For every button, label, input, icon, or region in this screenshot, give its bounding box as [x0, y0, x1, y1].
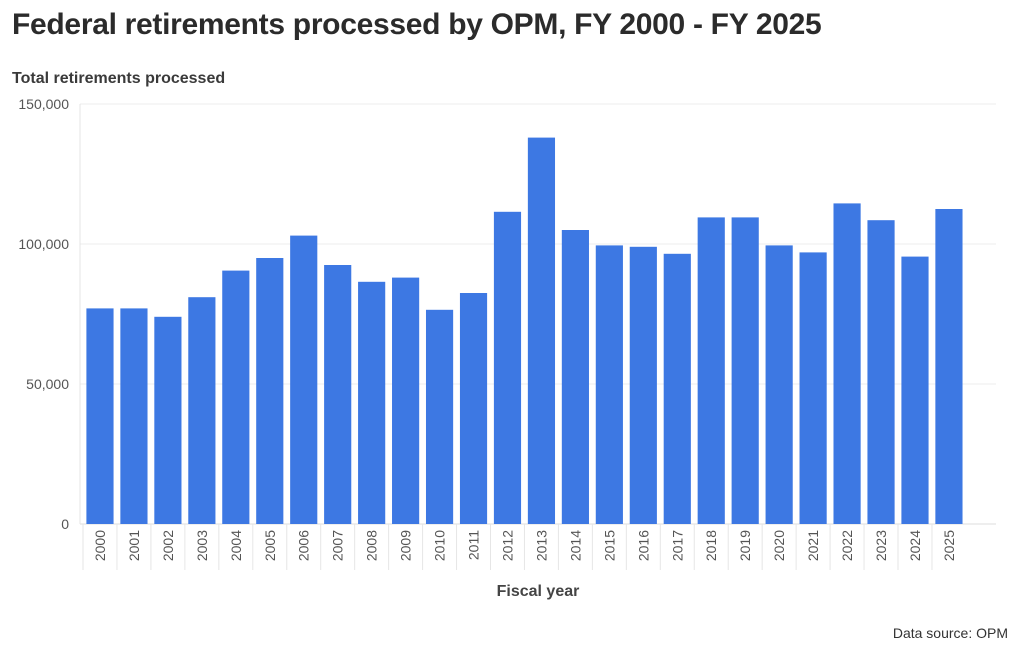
x-tick-label: 2014 — [567, 530, 583, 561]
bar[interactable] — [697, 217, 725, 524]
bar[interactable] — [493, 211, 522, 525]
x-tick-label: 2003 — [194, 530, 210, 561]
bar[interactable] — [799, 252, 827, 524]
bar[interactable] — [833, 203, 861, 524]
x-tick-label: 2002 — [160, 530, 176, 561]
bar[interactable] — [358, 281, 386, 524]
bar[interactable] — [901, 256, 929, 524]
bar[interactable] — [867, 220, 895, 524]
x-tick-label: 2008 — [364, 530, 380, 561]
bar[interactable] — [663, 253, 691, 525]
bar[interactable] — [425, 309, 454, 524]
y-tick-label: 50,000 — [26, 376, 69, 392]
x-tick-label: 2001 — [126, 530, 142, 561]
x-tick-label: 2010 — [432, 530, 448, 561]
x-tick-label: 2009 — [398, 530, 414, 561]
bar[interactable] — [459, 293, 488, 524]
x-tick-label: 2024 — [907, 530, 923, 561]
y-axis-title: Total retirements processed — [12, 70, 226, 87]
x-tick-label: 2021 — [805, 530, 821, 561]
x-tick-label: 2018 — [703, 530, 719, 561]
bar[interactable] — [222, 270, 250, 524]
x-tick-label: 2007 — [330, 530, 346, 561]
x-tick-label: 2013 — [533, 530, 549, 561]
x-tick-label: 2022 — [839, 530, 855, 561]
y-tick-label: 100,000 — [18, 236, 69, 252]
x-tick-label: 2015 — [601, 530, 617, 561]
bar[interactable] — [392, 277, 420, 524]
x-tick-label: 2006 — [296, 530, 312, 561]
x-tick-label: 2019 — [737, 530, 753, 561]
x-tick-label: 2000 — [92, 530, 108, 561]
bar[interactable] — [527, 137, 556, 524]
x-tick-label: 2020 — [771, 530, 787, 561]
bar[interactable] — [86, 308, 114, 524]
chart-title: Federal retirements processed by OPM, FY… — [12, 8, 822, 41]
bar[interactable] — [629, 246, 657, 525]
x-tick-label: 2023 — [873, 530, 889, 561]
bar[interactable] — [561, 230, 589, 524]
bar[interactable] — [731, 217, 759, 524]
bar[interactable] — [188, 297, 216, 524]
x-tick-label: 2017 — [669, 530, 685, 561]
x-tick-label: 2011 — [466, 530, 482, 560]
x-tick-label: 2005 — [262, 530, 278, 561]
bar-series — [86, 137, 963, 525]
x-tick-label: 2004 — [228, 530, 244, 561]
x-axis-title: Fiscal year — [497, 583, 580, 600]
bar[interactable] — [256, 258, 284, 524]
bar[interactable] — [290, 235, 318, 524]
data-source-note: Data source: OPM — [892, 625, 1008, 641]
bar[interactable] — [154, 316, 182, 524]
bar[interactable] — [120, 308, 148, 524]
x-tick-label: 2016 — [635, 530, 651, 561]
bar[interactable] — [595, 245, 623, 524]
x-tick-label: 2025 — [941, 530, 957, 561]
y-tick-label: 150,000 — [18, 96, 69, 112]
x-axis-ticks: 2000 2001 2002 2003 2004 2005 2006 2007 2008 2009… — [82, 524, 957, 570]
bar[interactable] — [935, 209, 963, 524]
bar[interactable] — [324, 265, 352, 524]
bar[interactable] — [765, 245, 793, 524]
y-axis-ticks: 0 50,000 100,000 150,000 — [18, 96, 69, 532]
y-tick-label: 0 — [61, 516, 69, 532]
x-tick-label: 2012 — [499, 530, 515, 561]
